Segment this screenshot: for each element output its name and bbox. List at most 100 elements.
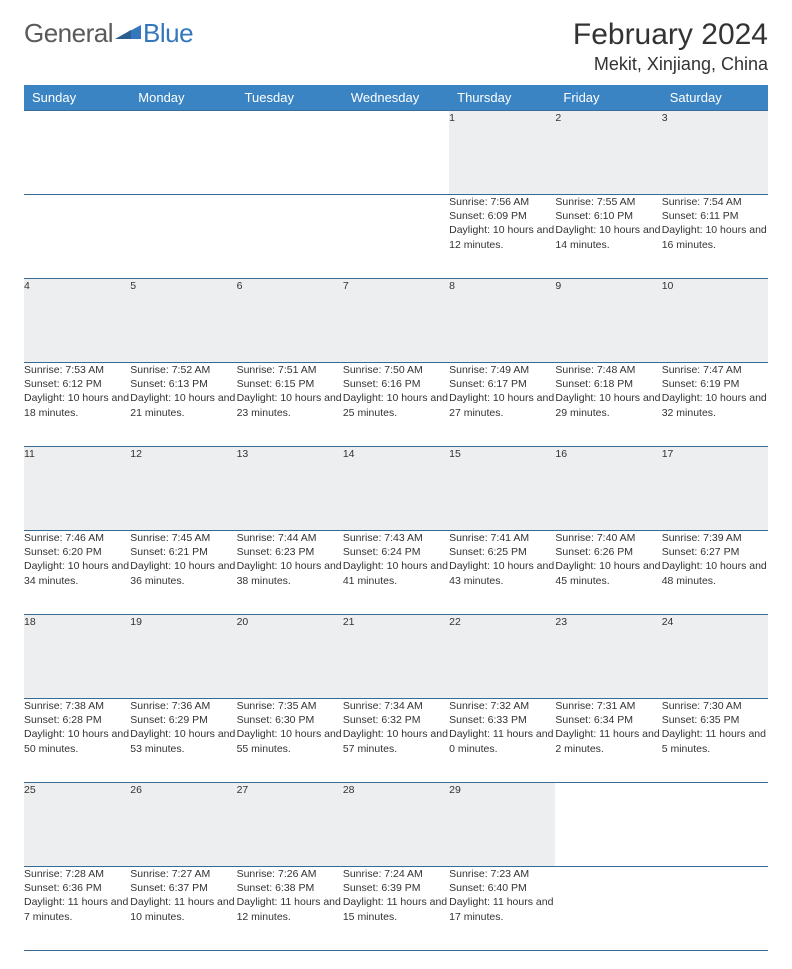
- sunrise-text: Sunrise: 7:51 AM: [237, 363, 343, 377]
- weekday-header: Sunday: [24, 85, 130, 111]
- daylight-text: Daylight: 10 hours and 16 minutes.: [662, 223, 768, 251]
- sunrise-text: Sunrise: 7:23 AM: [449, 867, 555, 881]
- day-detail-cell: [662, 867, 768, 951]
- daylight-text: Daylight: 10 hours and 12 minutes.: [449, 223, 555, 251]
- sunrise-text: Sunrise: 7:36 AM: [130, 699, 236, 713]
- day-number-cell: 29: [449, 783, 555, 867]
- sunrise-text: Sunrise: 7:49 AM: [449, 363, 555, 377]
- day-detail-cell: Sunrise: 7:40 AMSunset: 6:26 PMDaylight:…: [555, 531, 661, 615]
- day-number-cell: 10: [662, 279, 768, 363]
- day-detail-cell: Sunrise: 7:56 AMSunset: 6:09 PMDaylight:…: [449, 195, 555, 279]
- day-number-cell: [24, 111, 130, 195]
- day-detail-cell: Sunrise: 7:38 AMSunset: 6:28 PMDaylight:…: [24, 699, 130, 783]
- day-number-cell: [662, 783, 768, 867]
- day-detail-cell: Sunrise: 7:35 AMSunset: 6:30 PMDaylight:…: [237, 699, 343, 783]
- sunrise-text: Sunrise: 7:35 AM: [237, 699, 343, 713]
- sunset-text: Sunset: 6:17 PM: [449, 377, 555, 391]
- day-detail-cell: Sunrise: 7:27 AMSunset: 6:37 PMDaylight:…: [130, 867, 236, 951]
- daylight-text: Daylight: 11 hours and 10 minutes.: [130, 895, 236, 923]
- day-detail-cell: Sunrise: 7:23 AMSunset: 6:40 PMDaylight:…: [449, 867, 555, 951]
- calendar-table: Sunday Monday Tuesday Wednesday Thursday…: [24, 85, 768, 951]
- day-number-cell: [555, 783, 661, 867]
- daylight-text: Daylight: 10 hours and 45 minutes.: [555, 559, 661, 587]
- daylight-text: Daylight: 10 hours and 29 minutes.: [555, 391, 661, 419]
- sunrise-text: Sunrise: 7:45 AM: [130, 531, 236, 545]
- day-number-cell: 1: [449, 111, 555, 195]
- detail-row: Sunrise: 7:28 AMSunset: 6:36 PMDaylight:…: [24, 867, 768, 951]
- day-detail-cell: Sunrise: 7:24 AMSunset: 6:39 PMDaylight:…: [343, 867, 449, 951]
- weekday-header: Wednesday: [343, 85, 449, 111]
- daylight-text: Daylight: 10 hours and 50 minutes.: [24, 727, 130, 755]
- sunset-text: Sunset: 6:39 PM: [343, 881, 449, 895]
- sunset-text: Sunset: 6:23 PM: [237, 545, 343, 559]
- detail-row: Sunrise: 7:53 AMSunset: 6:12 PMDaylight:…: [24, 363, 768, 447]
- daylight-text: Daylight: 11 hours and 5 minutes.: [662, 727, 768, 755]
- detail-row: Sunrise: 7:46 AMSunset: 6:20 PMDaylight:…: [24, 531, 768, 615]
- sunrise-text: Sunrise: 7:24 AM: [343, 867, 449, 881]
- sunset-text: Sunset: 6:35 PM: [662, 713, 768, 727]
- day-number-cell: [237, 111, 343, 195]
- sunset-text: Sunset: 6:33 PM: [449, 713, 555, 727]
- sunrise-text: Sunrise: 7:30 AM: [662, 699, 768, 713]
- daylight-text: Daylight: 11 hours and 12 minutes.: [237, 895, 343, 923]
- daylight-text: Daylight: 10 hours and 43 minutes.: [449, 559, 555, 587]
- sunset-text: Sunset: 6:16 PM: [343, 377, 449, 391]
- logo: General Blue: [24, 18, 193, 49]
- daylight-text: Daylight: 10 hours and 53 minutes.: [130, 727, 236, 755]
- day-detail-cell: Sunrise: 7:39 AMSunset: 6:27 PMDaylight:…: [662, 531, 768, 615]
- day-number-cell: 11: [24, 447, 130, 531]
- sunrise-text: Sunrise: 7:34 AM: [343, 699, 449, 713]
- day-detail-cell: Sunrise: 7:52 AMSunset: 6:13 PMDaylight:…: [130, 363, 236, 447]
- daylight-text: Daylight: 10 hours and 18 minutes.: [24, 391, 130, 419]
- day-detail-cell: Sunrise: 7:26 AMSunset: 6:38 PMDaylight:…: [237, 867, 343, 951]
- header: General Blue February 2024 Mekit, Xinjia…: [24, 18, 768, 75]
- day-detail-cell: Sunrise: 7:47 AMSunset: 6:19 PMDaylight:…: [662, 363, 768, 447]
- weekday-header: Friday: [555, 85, 661, 111]
- sunset-text: Sunset: 6:13 PM: [130, 377, 236, 391]
- sunrise-text: Sunrise: 7:56 AM: [449, 195, 555, 209]
- daynum-row: 18192021222324: [24, 615, 768, 699]
- day-number-cell: 22: [449, 615, 555, 699]
- day-number-cell: 28: [343, 783, 449, 867]
- day-detail-cell: Sunrise: 7:53 AMSunset: 6:12 PMDaylight:…: [24, 363, 130, 447]
- day-detail-cell: Sunrise: 7:51 AMSunset: 6:15 PMDaylight:…: [237, 363, 343, 447]
- day-number-cell: 4: [24, 279, 130, 363]
- daylight-text: Daylight: 11 hours and 17 minutes.: [449, 895, 555, 923]
- logo-text-general: General: [24, 18, 113, 49]
- day-number-cell: 24: [662, 615, 768, 699]
- sunset-text: Sunset: 6:21 PM: [130, 545, 236, 559]
- sunset-text: Sunset: 6:20 PM: [24, 545, 130, 559]
- sunrise-text: Sunrise: 7:54 AM: [662, 195, 768, 209]
- sunrise-text: Sunrise: 7:26 AM: [237, 867, 343, 881]
- day-number-cell: 7: [343, 279, 449, 363]
- day-detail-cell: Sunrise: 7:31 AMSunset: 6:34 PMDaylight:…: [555, 699, 661, 783]
- day-number-cell: 23: [555, 615, 661, 699]
- sunset-text: Sunset: 6:26 PM: [555, 545, 661, 559]
- sunrise-text: Sunrise: 7:41 AM: [449, 531, 555, 545]
- daylight-text: Daylight: 10 hours and 21 minutes.: [130, 391, 236, 419]
- sunset-text: Sunset: 6:29 PM: [130, 713, 236, 727]
- day-detail-cell: Sunrise: 7:30 AMSunset: 6:35 PMDaylight:…: [662, 699, 768, 783]
- daylight-text: Daylight: 10 hours and 41 minutes.: [343, 559, 449, 587]
- day-number-cell: [343, 111, 449, 195]
- day-number-cell: 13: [237, 447, 343, 531]
- day-number-cell: 27: [237, 783, 343, 867]
- daynum-row: 45678910: [24, 279, 768, 363]
- sunrise-text: Sunrise: 7:40 AM: [555, 531, 661, 545]
- day-detail-cell: Sunrise: 7:54 AMSunset: 6:11 PMDaylight:…: [662, 195, 768, 279]
- sunrise-text: Sunrise: 7:44 AM: [237, 531, 343, 545]
- sunrise-text: Sunrise: 7:53 AM: [24, 363, 130, 377]
- month-title: February 2024: [573, 18, 768, 52]
- sunset-text: Sunset: 6:10 PM: [555, 209, 661, 223]
- day-number-cell: 3: [662, 111, 768, 195]
- daylight-text: Daylight: 10 hours and 23 minutes.: [237, 391, 343, 419]
- daylight-text: Daylight: 10 hours and 34 minutes.: [24, 559, 130, 587]
- day-detail-cell: [24, 195, 130, 279]
- daylight-text: Daylight: 11 hours and 7 minutes.: [24, 895, 130, 923]
- sunrise-text: Sunrise: 7:48 AM: [555, 363, 661, 377]
- sunrise-text: Sunrise: 7:32 AM: [449, 699, 555, 713]
- weekday-header: Thursday: [449, 85, 555, 111]
- day-detail-cell: Sunrise: 7:50 AMSunset: 6:16 PMDaylight:…: [343, 363, 449, 447]
- sunset-text: Sunset: 6:30 PM: [237, 713, 343, 727]
- daynum-row: 123: [24, 111, 768, 195]
